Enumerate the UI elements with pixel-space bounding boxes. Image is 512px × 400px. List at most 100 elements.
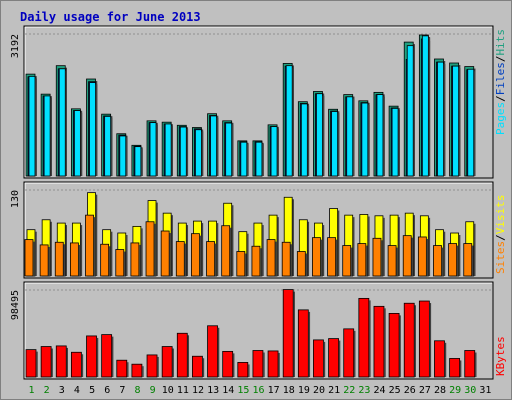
sites-bar	[54, 241, 64, 277]
sites-bar	[236, 251, 246, 277]
x-tick-label: 24	[374, 385, 386, 396]
y-max-label: 98495	[10, 290, 21, 320]
x-tick-label: 2	[44, 385, 50, 396]
legend-pages-files-hits-part: /	[494, 56, 507, 63]
kbytes-bar	[313, 339, 324, 378]
x-tick-label: 5	[89, 385, 95, 396]
pages-bar	[210, 115, 217, 177]
x-tick-label: 1	[29, 385, 35, 396]
sites-bar	[175, 241, 185, 277]
sites-bar	[387, 245, 397, 277]
pages-bar	[376, 94, 384, 177]
x-tick-label: 10	[162, 385, 174, 396]
pages-bar	[225, 122, 233, 177]
kbytes-bar	[343, 328, 355, 378]
pages-bar	[361, 102, 369, 177]
kbytes-bar	[418, 300, 430, 378]
kbytes-bar	[267, 350, 279, 378]
pages-bar	[119, 135, 127, 177]
sites-bar	[372, 237, 382, 277]
kbytes-bar	[434, 340, 445, 378]
pages-bar	[255, 141, 263, 177]
x-tick-label: 31	[479, 385, 491, 396]
sites-bar	[327, 237, 336, 277]
pages-bar	[285, 65, 293, 177]
kbytes-bar	[282, 289, 294, 378]
pages-bar	[104, 115, 112, 177]
kbytes-bar	[252, 350, 264, 378]
sites-bar	[100, 243, 110, 277]
x-tick-label: 19	[298, 385, 310, 396]
sites-bar	[312, 237, 321, 277]
kbytes-bar	[207, 325, 218, 378]
kbytes-bar	[297, 309, 309, 378]
x-tick-label: 16	[252, 385, 264, 396]
sites-bar	[85, 214, 94, 277]
legend-pages-files-hits-part: /	[494, 95, 507, 102]
pages-bar	[346, 96, 354, 177]
kbytes-bar	[146, 354, 158, 378]
legend-kbytes-part: KBytes	[494, 336, 507, 376]
legend-sites-visits: Sites/Visits	[494, 195, 507, 275]
legend-kbytes: KBytes	[494, 336, 507, 376]
kbytes-bar	[222, 350, 234, 378]
kbytes-bar	[176, 332, 188, 378]
x-tick-label: 7	[119, 385, 125, 396]
pages-bar	[240, 141, 248, 177]
pages-bar	[331, 111, 338, 177]
pages-bar	[73, 110, 81, 177]
kbytes-bar	[358, 297, 370, 378]
kbytes-bar	[403, 302, 415, 378]
kbytes-bar	[86, 335, 97, 378]
pages-bar	[270, 126, 278, 177]
sites-bar	[145, 221, 155, 277]
legend-sites-visits-part: Visits	[494, 195, 507, 235]
sites-bar	[448, 243, 458, 277]
x-tick-label: 25	[389, 385, 401, 396]
kbytes-bar	[40, 346, 52, 378]
x-tick-label: 30	[464, 385, 476, 396]
x-tick-label: 15	[237, 385, 249, 396]
x-tick-label: 12	[192, 385, 204, 396]
pages-bar	[316, 93, 323, 177]
kbytes-bar	[388, 313, 400, 378]
x-tick-label: 4	[74, 385, 80, 396]
x-tick-label: 26	[404, 385, 416, 396]
legend-sites-visits-part: /	[494, 234, 507, 241]
sites-bar	[296, 251, 306, 277]
x-tick-label: 23	[358, 385, 370, 396]
pages-bar	[195, 129, 202, 177]
sites-bar	[130, 242, 140, 277]
kbytes-bar	[116, 359, 128, 378]
pages-bar	[300, 103, 308, 177]
kbytes-bar	[464, 350, 476, 378]
legend-pages-files-hits-part: Pages	[494, 102, 507, 135]
pages-bar	[391, 107, 399, 177]
kbytes-bar	[25, 349, 37, 378]
sites-bar	[221, 225, 231, 277]
x-tick-label: 13	[207, 385, 219, 396]
x-tick-label: 27	[419, 385, 431, 396]
sites-bar	[24, 239, 34, 277]
legend-pages-files-hits-part: Files	[494, 62, 507, 95]
legend-sites-visits-part: Sites	[494, 241, 507, 274]
pages-bar	[43, 95, 51, 177]
pages-bar	[134, 146, 142, 177]
sites-bar	[281, 241, 291, 277]
sites-bar	[69, 242, 79, 277]
kbytes-bar	[373, 305, 385, 378]
pages-bar	[467, 68, 475, 177]
x-tick-label: 21	[328, 385, 340, 396]
x-tick-label: 29	[449, 385, 461, 396]
pages-bar	[89, 82, 96, 177]
chart-title: Daily usage for June 2013	[20, 10, 201, 24]
sites-bar	[266, 239, 276, 277]
pages-bar	[28, 75, 36, 177]
pages-bar	[406, 45, 414, 177]
x-tick-label: 9	[150, 385, 156, 396]
x-tick-label: 20	[313, 385, 325, 396]
x-tick-label: 8	[134, 385, 140, 396]
sites-bar	[357, 243, 367, 277]
sites-bar	[206, 241, 215, 277]
